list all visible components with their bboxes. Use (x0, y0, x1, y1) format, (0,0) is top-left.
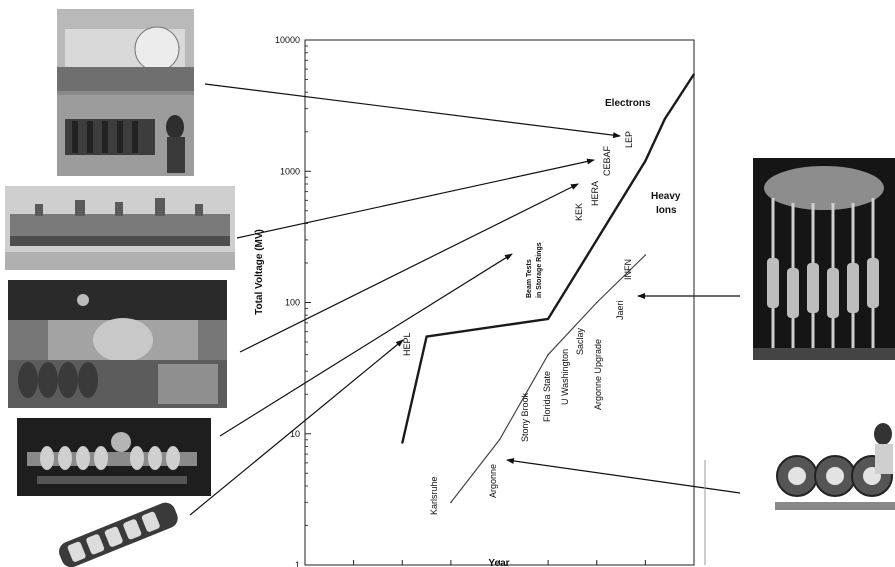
series-line-electrons-point (644, 160, 647, 162)
annotation-saclay: Saclay (575, 327, 585, 355)
annotation-lep: LEP (624, 131, 634, 148)
annotation-hepl: HEPL (402, 332, 412, 356)
series-line-electrons-point (693, 73, 695, 75)
annotation-heavy-ions-line1: Heavy (651, 191, 681, 202)
annotation-u-washington: U Washington (560, 349, 570, 405)
series-line-heavy-ions-point (644, 254, 647, 256)
annotation-karlsruhe: Karlsruhe (429, 476, 439, 515)
annotation-florida-state: Florida State (542, 371, 552, 422)
series-line-electrons-point (401, 442, 404, 444)
x-axis-title: Year (488, 558, 509, 567)
arrow-to-cebaf (236, 158, 595, 239)
photo-cavity-module (5, 186, 235, 270)
series-line-heavy-ions-point (450, 501, 452, 504)
annotation-kek: KEK (574, 203, 584, 221)
photo-cryomodule-lab (8, 280, 227, 408)
annotation-heavy-ions-line2: Ions (656, 205, 677, 216)
series-line-heavy-ions-point (595, 301, 598, 304)
annotation-electrons: Electrons (605, 98, 651, 109)
annotation-cebaf: CEBAF (602, 145, 612, 176)
annotation-stony-brook: Stony Brook (520, 392, 530, 442)
y-tick-label: 10000 (275, 35, 300, 45)
arrow-to-hera (239, 183, 579, 353)
series-line-heavy-ions-point (547, 353, 549, 356)
annotation-hera: HERA (590, 181, 600, 206)
y-axis-title: Total Voltage (MV) (254, 229, 265, 315)
photo-lep-cavities (57, 9, 194, 176)
y-tick-label: 10 (290, 429, 300, 439)
photo-heavy-ion-resonators (753, 158, 895, 360)
annotation-jaeri: Jaeri (615, 300, 625, 320)
photo-niobium-cavity-assembly (17, 418, 211, 496)
annotation-beam-tests-line2: in Storage Rings (536, 242, 543, 298)
y-tick-label: 100 (285, 298, 300, 308)
annotation-infn: INFN (623, 259, 633, 280)
photo-split-ring-resonators (775, 414, 895, 522)
y-tick-label: 1000 (280, 166, 300, 176)
annotation-argonne: Argonne (488, 464, 498, 498)
series-line-electrons-point (595, 239, 598, 241)
series-line-electrons-point (547, 318, 549, 320)
series-line-electrons-point (664, 118, 666, 120)
photo-multicell-cavity (48, 502, 188, 567)
series-line-electrons-point (425, 335, 428, 338)
y-tick-label: 1 (295, 560, 300, 567)
arrow-to-lep (204, 83, 621, 139)
arrow-to-argonne (506, 458, 741, 494)
plot-frame (304, 39, 695, 566)
annotation-argonne-upgrade: Argonne Upgrade (593, 339, 603, 410)
annotation-beam-tests-line1: Beam Tests (526, 259, 533, 298)
arrow-to-beam-tests (219, 253, 513, 437)
series-line-heavy-ions-point (498, 438, 501, 441)
arrow-to-hepl (189, 339, 404, 516)
